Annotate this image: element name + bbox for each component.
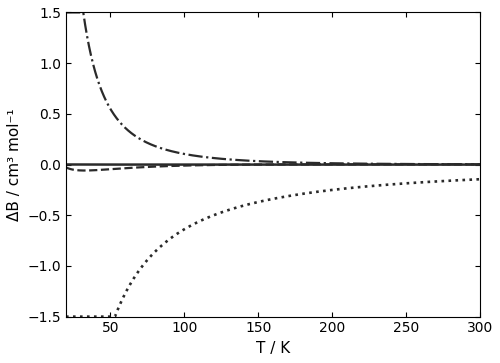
X-axis label: T / K: T / K — [256, 341, 290, 356]
Y-axis label: ΔB / cm³ mol⁻¹: ΔB / cm³ mol⁻¹ — [7, 108, 22, 221]
